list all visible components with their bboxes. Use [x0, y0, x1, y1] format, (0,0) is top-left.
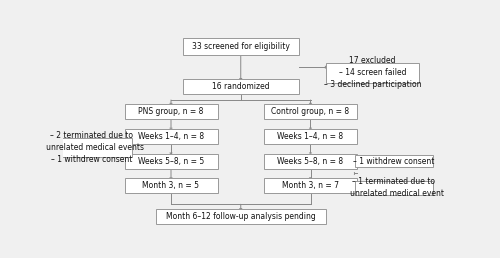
FancyBboxPatch shape: [51, 138, 132, 157]
Text: Control group, n = 8: Control group, n = 8: [272, 107, 349, 116]
FancyBboxPatch shape: [264, 154, 357, 168]
FancyBboxPatch shape: [156, 209, 326, 224]
Text: 17 excluded
– 14 screen failed
– 3 declined participation: 17 excluded – 14 screen failed – 3 decli…: [324, 56, 421, 89]
Text: Month 3, n = 5: Month 3, n = 5: [142, 181, 200, 190]
Text: PNS group, n = 8: PNS group, n = 8: [138, 107, 203, 116]
Text: – 2 terminated due to
   unrelated medical events
– 1 withdrew consent: – 2 terminated due to unrelated medical …: [39, 131, 144, 164]
Text: Weeks 5–8, n = 8: Weeks 5–8, n = 8: [278, 157, 344, 166]
FancyBboxPatch shape: [124, 129, 218, 144]
FancyBboxPatch shape: [124, 104, 218, 119]
Text: Weeks 1–4, n = 8: Weeks 1–4, n = 8: [138, 132, 204, 141]
FancyBboxPatch shape: [264, 104, 357, 119]
FancyBboxPatch shape: [182, 38, 299, 55]
FancyBboxPatch shape: [355, 155, 432, 167]
FancyBboxPatch shape: [182, 79, 299, 94]
Text: – 1 terminated due to
   unrelated medical event: – 1 terminated due to unrelated medical …: [344, 177, 444, 198]
Text: Month 3, n = 7: Month 3, n = 7: [282, 181, 339, 190]
FancyBboxPatch shape: [264, 129, 357, 144]
FancyBboxPatch shape: [355, 181, 432, 195]
Text: Weeks 1–4, n = 8: Weeks 1–4, n = 8: [278, 132, 344, 141]
Text: – 1 withdrew consent: – 1 withdrew consent: [353, 157, 434, 166]
FancyBboxPatch shape: [124, 154, 218, 168]
Text: 33 screened for eligibility: 33 screened for eligibility: [192, 42, 290, 51]
FancyBboxPatch shape: [326, 63, 419, 83]
Text: Weeks 5–8, n = 5: Weeks 5–8, n = 5: [138, 157, 204, 166]
FancyBboxPatch shape: [124, 179, 218, 193]
FancyBboxPatch shape: [264, 179, 357, 193]
Text: Month 6–12 follow-up analysis pending: Month 6–12 follow-up analysis pending: [166, 212, 316, 221]
Text: 16 randomized: 16 randomized: [212, 82, 270, 91]
